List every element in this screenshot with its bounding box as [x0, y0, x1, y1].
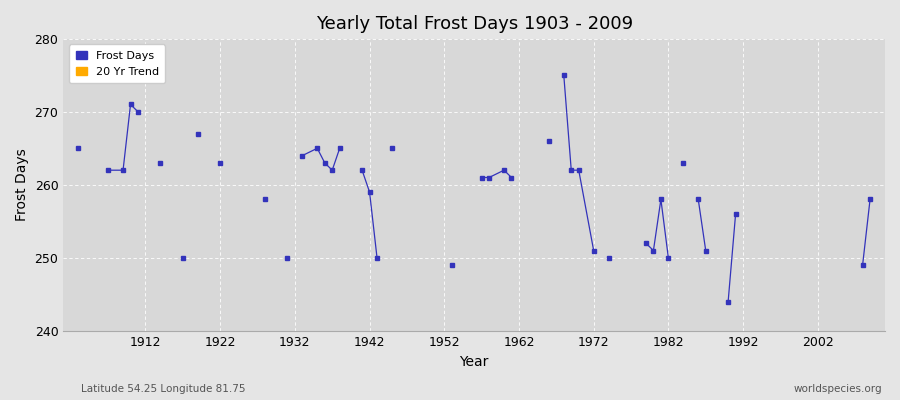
Text: worldspecies.org: worldspecies.org	[794, 384, 882, 394]
Title: Yearly Total Frost Days 1903 - 2009: Yearly Total Frost Days 1903 - 2009	[316, 15, 633, 33]
Legend: Frost Days, 20 Yr Trend: Frost Days, 20 Yr Trend	[68, 44, 166, 83]
Y-axis label: Frost Days: Frost Days	[15, 148, 29, 221]
X-axis label: Year: Year	[460, 355, 489, 369]
Text: Latitude 54.25 Longitude 81.75: Latitude 54.25 Longitude 81.75	[81, 384, 246, 394]
